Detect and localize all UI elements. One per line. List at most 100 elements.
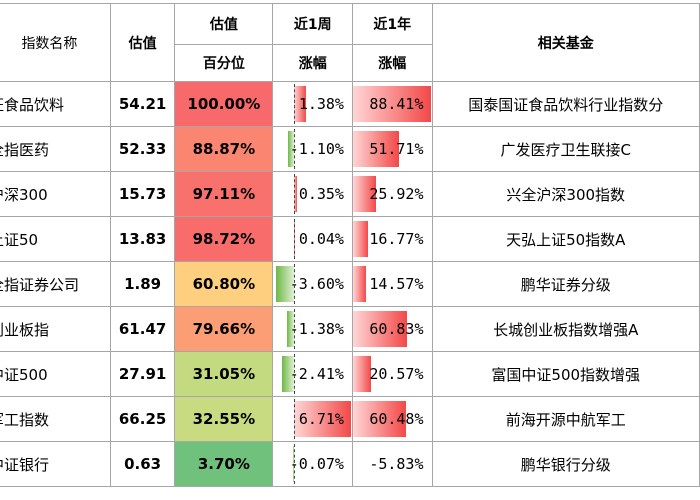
year-change-bar [353, 176, 376, 212]
index-name-cell: 创业板指 [0, 306, 111, 352]
week-change-cell: -0.07% [272, 441, 353, 487]
percentile-cell: 60.80% [174, 261, 274, 307]
year-change-cell: 60.48% [351, 396, 433, 442]
related-fund-cell[interactable]: 天弘上证50指数A [431, 216, 700, 262]
week-zero-axis [294, 354, 296, 394]
year-change-bar [353, 131, 399, 167]
percentile-cell: 79.66% [174, 306, 274, 352]
index-name-cell: 上证50 [0, 216, 111, 262]
header-week-sub: 涨幅 [272, 44, 353, 82]
week-change-bar [294, 401, 352, 437]
index-name-cell: 证食品饮料 [0, 81, 111, 127]
week-change-value: 6.71% [298, 410, 344, 428]
year-change-bar [353, 266, 366, 302]
week-change-cell: -1.10% [272, 126, 353, 172]
related-fund-cell[interactable]: 兴全沪深300指数 [431, 171, 700, 217]
percentile-cell: 97.11% [174, 171, 274, 217]
related-fund-cell[interactable]: 长城创业板指数增强A [431, 306, 700, 352]
week-change-value: 0.35% [298, 185, 344, 203]
week-change-cell: 6.71% [272, 396, 353, 442]
week-change-value: -1.38% [289, 320, 344, 338]
valuation-cell: 52.33 [109, 126, 176, 172]
week-change-cell: 0.04% [272, 216, 353, 262]
week-change-value: -3.60% [289, 275, 344, 293]
percentile-cell: 88.87% [174, 126, 274, 172]
year-change-value: 60.48% [369, 410, 424, 428]
header-week-top: 近1周 [272, 3, 353, 45]
header-related-fund: 相关基金 [431, 3, 700, 82]
year-change-value: -5.83% [369, 455, 424, 473]
week-change-cell: -3.60% [272, 261, 353, 307]
year-change-value: 20.57% [369, 365, 424, 383]
year-change-cell: 16.77% [351, 216, 433, 262]
related-fund-cell[interactable]: 前海开源中航军工 [431, 396, 700, 442]
week-change-bar [294, 176, 298, 212]
year-change-cell: 60.83% [351, 306, 433, 352]
percentile-cell: 3.70% [174, 441, 274, 487]
week-zero-axis [294, 219, 296, 259]
valuation-cell: 13.83 [109, 216, 176, 262]
valuation-cell: 0.63 [109, 441, 176, 487]
week-change-bar [282, 356, 295, 392]
year-change-value: 60.83% [369, 320, 424, 338]
week-change-bar [287, 311, 295, 347]
related-fund-cell[interactable]: 广发医疗卫生联接C [431, 126, 700, 172]
index-name-cell: 沪深300 [0, 171, 111, 217]
related-fund-cell[interactable]: 国泰国证食品饮料行业指数分 [431, 81, 700, 127]
week-change-cell: -1.38% [272, 306, 353, 352]
year-change-value: 14.57% [369, 275, 424, 293]
year-change-bar [353, 311, 407, 347]
year-change-cell: 51.71% [351, 126, 433, 172]
year-change-bar [353, 356, 371, 392]
year-change-value: 16.77% [369, 230, 424, 248]
valuation-table-wrapper: 指数名称 估值 估值 近1周 近1年 相关基金 百分位 涨幅 涨幅 证食品饮料5… [0, 3, 700, 487]
week-zero-axis [294, 84, 296, 124]
week-change-value: -0.07% [289, 455, 344, 473]
header-row-sub: 百分位 涨幅 涨幅 [0, 44, 700, 82]
week-zero-axis [294, 399, 296, 439]
week-change-bar [276, 266, 295, 302]
percentile-cell: 100.00% [174, 81, 274, 127]
year-change-cell: 14.57% [351, 261, 433, 307]
year-change-bar [353, 86, 431, 122]
week-change-bar [293, 446, 295, 482]
index-name-cell: 中证银行 [0, 441, 111, 487]
header-row-top: 指数名称 估值 估值 近1周 近1年 相关基金 [0, 3, 700, 82]
year-change-cell: 25.92% [351, 171, 433, 217]
header-valuation: 估值 [109, 3, 176, 82]
week-change-value: 1.38% [298, 95, 344, 113]
index-name-cell: 全指证券公司 [0, 261, 111, 307]
year-change-bar [353, 401, 406, 437]
year-change-bar [352, 446, 353, 482]
percentile-cell: 32.55% [174, 396, 274, 442]
related-fund-cell[interactable]: 鹏华银行分级 [431, 441, 700, 487]
header-percentile-top: 估值 [174, 3, 274, 45]
year-change-cell: -5.83% [351, 441, 433, 487]
week-zero-axis [294, 129, 296, 169]
year-change-value: 25.92% [369, 185, 424, 203]
index-name-cell: 中证500 [0, 351, 111, 397]
header-index-name: 指数名称 [0, 3, 111, 82]
week-change-cell: 0.35% [272, 171, 353, 217]
week-change-value: -1.10% [289, 140, 344, 158]
week-change-value: 0.04% [298, 230, 344, 248]
valuation-cell: 61.47 [109, 306, 176, 352]
related-fund-cell[interactable]: 鹏华证券分级 [431, 261, 700, 307]
index-name-cell: 军工指数 [0, 396, 111, 442]
header-percentile-sub: 百分位 [174, 44, 274, 82]
week-change-value: -2.41% [289, 365, 344, 383]
year-change-value: 88.41% [369, 95, 424, 113]
valuation-cell: 1.89 [109, 261, 176, 307]
year-change-cell: 20.57% [351, 351, 433, 397]
week-zero-axis [294, 444, 296, 484]
week-zero-axis [294, 309, 296, 349]
related-fund-cell[interactable]: 富国中证500指数增强 [431, 351, 700, 397]
week-change-bar [294, 86, 307, 122]
